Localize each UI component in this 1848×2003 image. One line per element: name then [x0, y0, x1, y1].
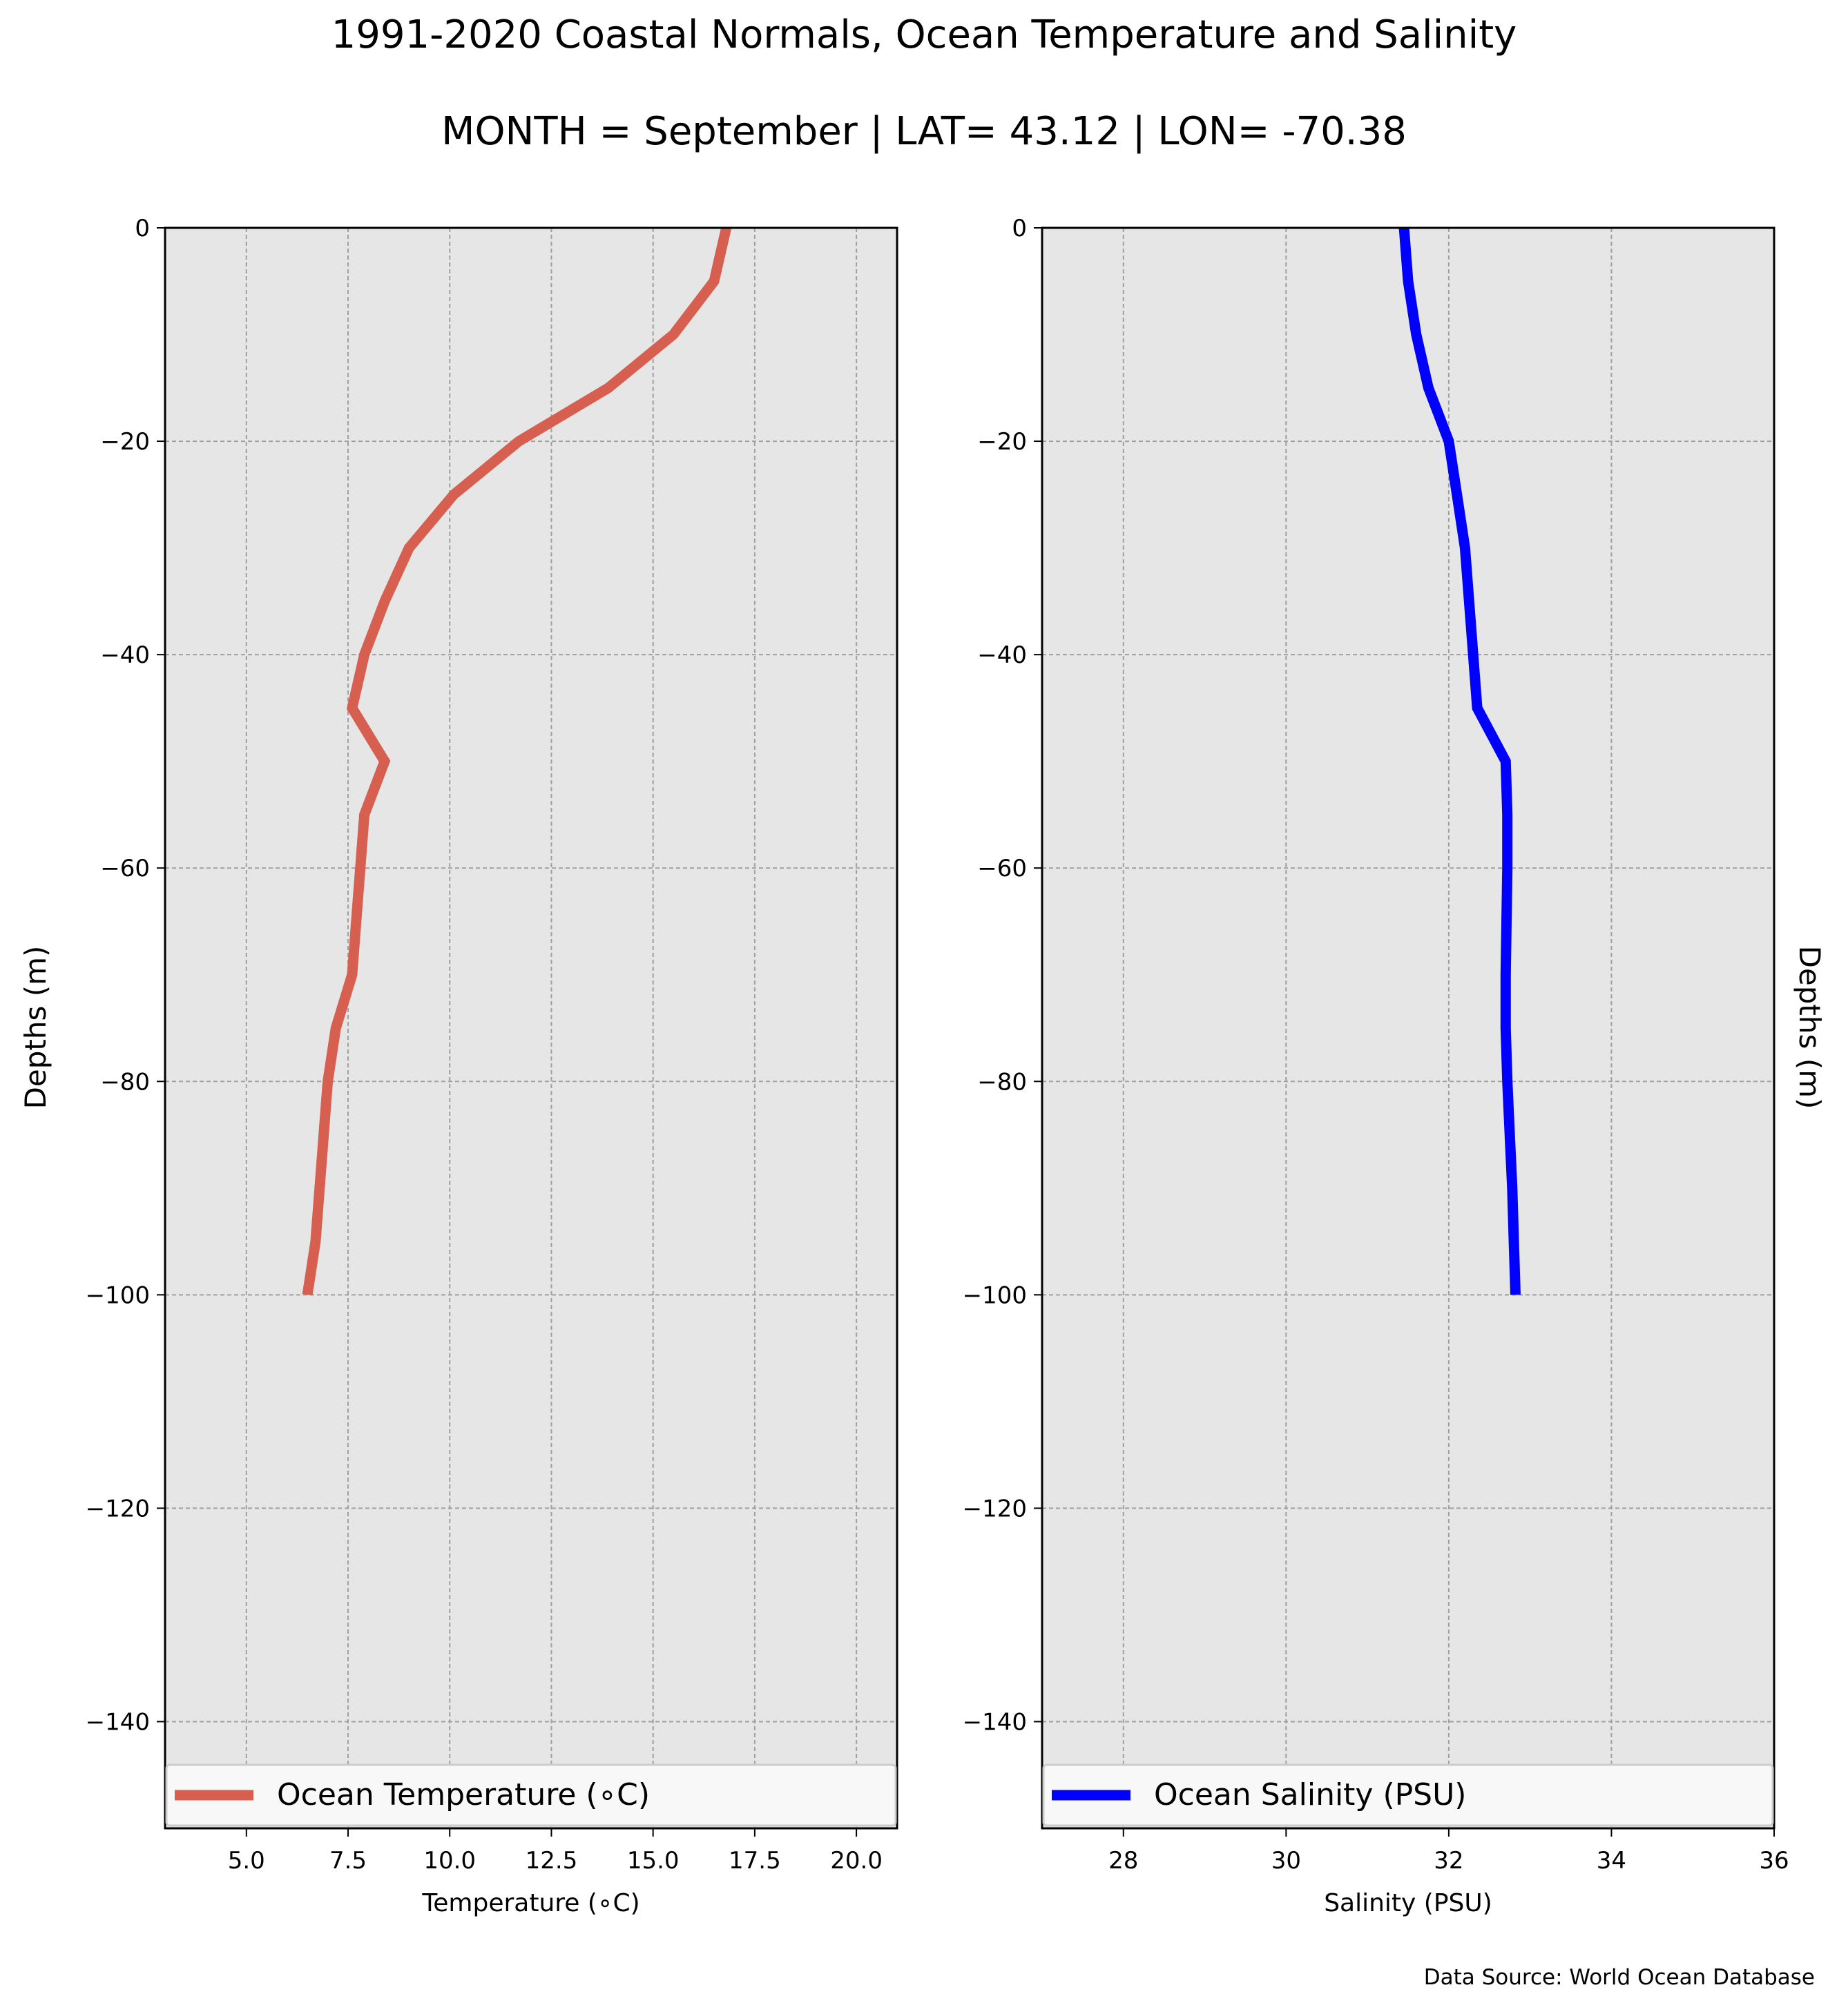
temperature-x-tick-label: 15.0 [627, 1847, 680, 1875]
salinity-y-tick-label: −140 [963, 1708, 1027, 1736]
y-axis-label-right: Depths (m) [1793, 946, 1827, 1110]
temperature-legend-box [165, 1763, 897, 1827]
temperature-x-tick-label: 7.5 [329, 1847, 367, 1875]
salinity-y-tick-label: −80 [977, 1068, 1027, 1096]
temperature-y-tick-label: −100 [86, 1281, 150, 1309]
salinity-y-tick-label: −20 [977, 428, 1027, 456]
salinity-y-tick-label: −100 [963, 1281, 1027, 1309]
temperature-axes-frame [164, 226, 898, 1830]
temperature-x-tick-label: 12.5 [526, 1847, 578, 1875]
salinity-x-tick-label: 36 [1759, 1847, 1789, 1875]
temperature-y-tick-label: −20 [100, 428, 150, 456]
salinity-series-line [1398, 227, 1521, 1295]
temperature-legend-label: Ocean Temperature (∘C) [277, 1777, 650, 1812]
salinity-y-tick-label: 0 [1012, 215, 1027, 242]
y-axis-label-left: Depths (m) [19, 946, 52, 1110]
temperature-y-tick-label: −140 [86, 1708, 150, 1736]
salinity-x-tick-label: 34 [1597, 1847, 1626, 1875]
salinity-panel: 28 30 32 34 36 0 −20 −40 −60 −80 −100 −120 −140 Salin… [963, 215, 1789, 1917]
salinity-x-tick-label: 28 [1108, 1847, 1138, 1875]
salinity-axes-frame [1041, 226, 1775, 1830]
temperature-x-axis-label: Temperature (∘C) [421, 1889, 639, 1917]
temperature-legend: Ocean Temperature (∘C) [165, 1763, 897, 1827]
temperature-y-tick-label: 0 [135, 215, 150, 242]
temperature-x-tick-label: 17.5 [729, 1847, 781, 1875]
temperature-x-tick-label: 5.0 [228, 1847, 265, 1875]
salinity-plot-area [1042, 228, 1774, 1828]
salinity-y-tick-label: −60 [977, 855, 1027, 882]
salinity-legend: Ocean Salinity (PSU) [1042, 1763, 1774, 1827]
salinity-x-tick-label: 32 [1434, 1847, 1463, 1875]
salinity-legend-box [1042, 1763, 1774, 1827]
salinity-x-tick-label: 30 [1271, 1847, 1301, 1875]
data-source-note: Data Source: World Ocean Database [1423, 1965, 1815, 1990]
temperature-plot-area [165, 228, 897, 1828]
temperature-y-tick-label: −120 [86, 1495, 150, 1522]
temperature-x-tick-label: 10.0 [423, 1847, 476, 1875]
salinity-y-tick-label: −40 [977, 641, 1027, 669]
salinity-y-tick-label: −120 [963, 1495, 1027, 1522]
temperature-series-line [302, 226, 732, 1296]
salinity-legend-label: Ocean Salinity (PSU) [1154, 1777, 1466, 1812]
temperature-x-tick-label: 20.0 [830, 1847, 883, 1875]
temperature-y-tick-label: −80 [100, 1068, 150, 1096]
temperature-y-tick-label: −40 [100, 641, 150, 669]
temperature-panel: 5.0 7.5 10.0 12.5 15.0 17.5 20.0 0 −20 −40 −60 −80 −… [86, 215, 898, 1917]
temperature-y-tick-label: −60 [100, 855, 150, 882]
chart-title: 1991-2020 Coastal Normals, Ocean Tempera… [331, 12, 1517, 57]
salinity-x-axis-label: Salinity (PSU) [1324, 1889, 1492, 1917]
chart-subtitle: MONTH = September | LAT= 43.12 | LON= -7… [441, 109, 1407, 154]
